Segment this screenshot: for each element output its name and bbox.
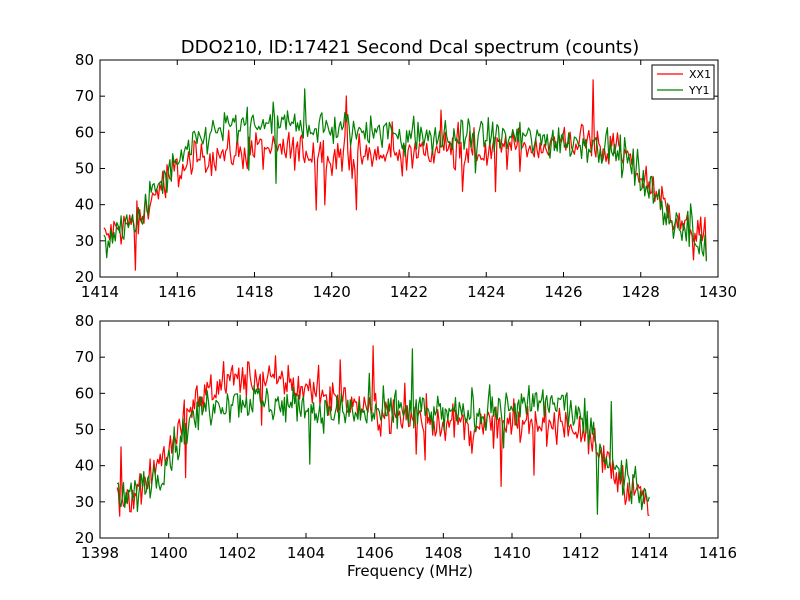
y-tick-label-bottom: 20	[75, 529, 94, 547]
y-tick-label-top: 80	[75, 51, 94, 69]
y-tick-label-bottom: 30	[75, 493, 94, 511]
legend-box	[651, 64, 715, 100]
y-tick-label-top: 50	[75, 160, 94, 178]
y-tick-label-bottom: 50	[75, 421, 94, 439]
x-tick-label-bottom: 1404	[287, 544, 325, 562]
bottom-spectrum-panel: 1398 1400 1402 1404 1406 1408 1410 1412 1414 1416…	[75, 312, 737, 562]
x-tick-label-top: 1424	[467, 283, 505, 301]
x-tick-label-top: 1430	[699, 283, 737, 301]
legend: XX1 YY1	[651, 64, 715, 100]
top-spectrum-panel: 1414 1416 1418 1420 1422 1424 1426 1428 1430 20 30…	[75, 51, 737, 301]
legend-label-yy1: YY1	[688, 84, 709, 97]
plot-area-bottom	[116, 345, 650, 517]
y-tick-label-bottom: 80	[75, 312, 94, 330]
x-tick-label-top: 1418	[235, 283, 273, 301]
y-tick-label-top: 20	[75, 268, 94, 286]
y-tick-label-top: 70	[75, 87, 94, 105]
y-tick-label-bottom: 60	[75, 384, 94, 402]
x-tick-label-top: 1416	[158, 283, 196, 301]
x-tick-label-bottom: 1398	[81, 544, 119, 562]
series-line-xx1-bottom	[116, 345, 650, 517]
x-tick-label-top: 1428	[622, 283, 660, 301]
x-axis-label: Frequency (MHz)	[347, 562, 473, 580]
x-tick-label-bottom: 1406	[356, 544, 394, 562]
legend-label-xx1: XX1	[689, 68, 711, 81]
y-tick-label-top: 40	[75, 196, 94, 214]
x-tick-label-bottom: 1408	[424, 544, 462, 562]
plot-area-top	[103, 79, 707, 271]
x-tick-label-bottom: 1400	[150, 544, 188, 562]
y-tick-label-bottom: 40	[75, 457, 94, 475]
y-tick-label-top: 30	[75, 232, 94, 250]
x-tick-label-bottom: 1414	[630, 544, 668, 562]
y-tick-label-bottom: 70	[75, 348, 94, 366]
x-tick-label-bottom: 1412	[562, 544, 600, 562]
x-tick-label-top: 1414	[81, 283, 119, 301]
x-tick-label-top: 1420	[313, 283, 351, 301]
series-line-yy1-top	[103, 88, 707, 262]
x-tick-label-bottom: 1416	[699, 544, 737, 562]
x-tick-label-bottom: 1410	[493, 544, 531, 562]
x-tick-label-top: 1426	[544, 283, 582, 301]
x-tick-label-bottom: 1402	[218, 544, 256, 562]
chart-title: DDO210, ID:17421 Second Dcal spectrum (c…	[181, 37, 639, 58]
series-line-yy1-bottom	[116, 348, 650, 515]
x-tick-label-top: 1422	[390, 283, 428, 301]
y-tick-label-top: 60	[75, 123, 94, 141]
